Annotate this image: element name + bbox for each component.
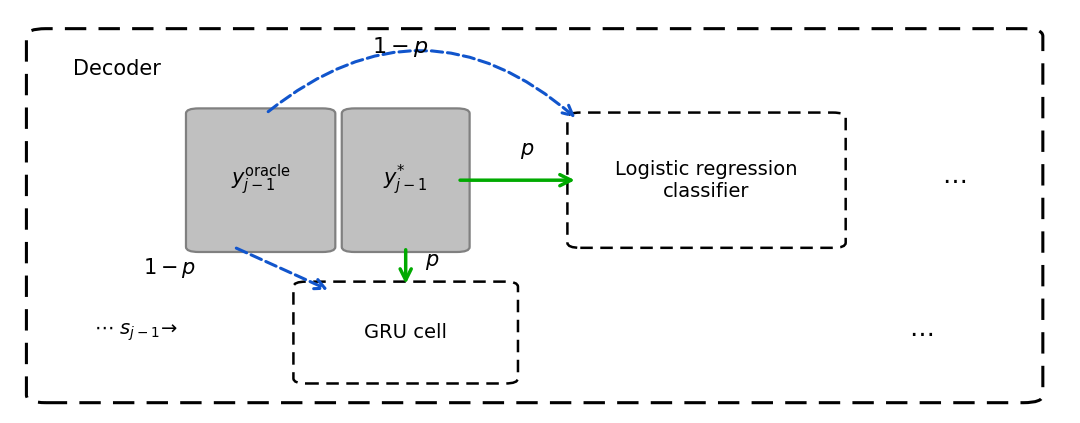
Text: $\cdots$: $\cdots$	[942, 168, 966, 192]
FancyBboxPatch shape	[26, 29, 1043, 403]
FancyBboxPatch shape	[341, 108, 470, 252]
Text: $y_{j-1}^{\mathrm{oracle}}$: $y_{j-1}^{\mathrm{oracle}}$	[231, 163, 291, 198]
FancyBboxPatch shape	[294, 282, 518, 384]
FancyBboxPatch shape	[186, 108, 335, 252]
Text: Logistic regression
classifier: Logistic regression classifier	[616, 160, 798, 201]
Text: $p$: $p$	[519, 141, 535, 161]
Text: Decoder: Decoder	[72, 59, 161, 79]
Text: $\cdots$: $\cdots$	[909, 321, 933, 345]
Text: $1-p$: $1-p$	[143, 256, 195, 280]
Text: $\cdots\ s_{j-1}\!\rightarrow$: $\cdots\ s_{j-1}\!\rightarrow$	[94, 322, 178, 343]
Text: GRU cell: GRU cell	[364, 323, 447, 342]
Text: $y_{j-1}^{*}$: $y_{j-1}^{*}$	[383, 163, 428, 198]
Text: $1-p$: $1-p$	[372, 35, 429, 59]
Text: $p$: $p$	[426, 252, 440, 272]
FancyBboxPatch shape	[567, 113, 846, 248]
